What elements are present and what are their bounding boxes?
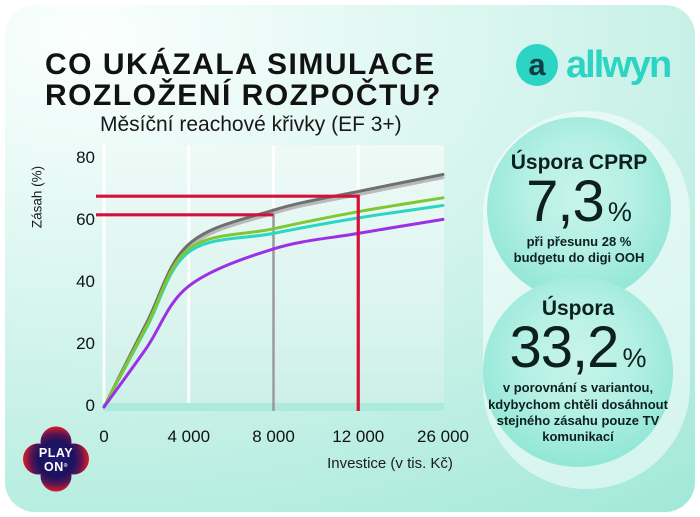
allwyn-icon-letter: a: [528, 46, 546, 82]
allwyn-wordmark: allwyn: [566, 44, 672, 86]
x-tick-label: 26 000: [417, 427, 469, 446]
y-tick-label: 40: [76, 272, 95, 291]
y-axis-label: Zásah (%): [29, 165, 45, 229]
reach-chart-plot: [96, 145, 445, 411]
quatrefoil-shape: [23, 426, 89, 492]
play-on-logo: PLAY ON®: [23, 426, 89, 492]
percent-sign: %: [622, 343, 647, 374]
x-axis-label: Investice (v tis. Kč): [327, 455, 453, 472]
y-tick-label: 0: [85, 396, 95, 415]
reach-curve-green: [102, 196, 445, 409]
chart-title: Měsíční reachové křivky (EF 3+): [100, 113, 402, 136]
badge-note: v porovnání s variantou, kdybychom chtěl…: [488, 380, 668, 445]
percent-sign: %: [607, 196, 632, 227]
slide-title: CO UKÁZALA SIMULACE ROZLOŽENÍ ROZPOČTU?: [45, 49, 442, 111]
badge-heading: Úspora CPRP: [510, 150, 648, 174]
x-tick-label: 12 000: [332, 427, 385, 446]
badge-heading: Úspora: [541, 297, 615, 321]
reach-curve-purple: [102, 217, 445, 409]
x-tick-label: 8 000: [252, 427, 295, 446]
badge-number: 7,3 %: [526, 168, 632, 234]
slide-card: CO UKÁZALA SIMULACE ROZLOŽENÍ ROZPOČTU? …: [5, 5, 695, 512]
red-target-line-upper: [96, 194, 360, 411]
play-on-text-line1: PLAY: [39, 446, 73, 460]
x-tick-label: 4 000: [167, 427, 211, 446]
slide-title-line1: CO UKÁZALA SIMULACE: [45, 48, 436, 82]
y-tick-label: 80: [76, 148, 95, 167]
x-tick-label: 0: [99, 427, 109, 446]
badge-value: 7,3: [526, 168, 605, 234]
allwyn-icon: a: [516, 44, 558, 86]
badge-number: 33,2 %: [509, 315, 647, 381]
savings-badge-total: Úspora 33,2 % v porovnání s variantou, k…: [483, 277, 673, 467]
play-on-text-line2: ON®: [44, 460, 68, 474]
badge-note: při přesunu 28 % budgetu do digi OOH: [513, 233, 645, 265]
slide-title-line2: ROZLOŽENÍ ROZPOČTU?: [45, 79, 442, 113]
savings-badge-cprp: Úspora CPRP 7,3 % při přesunu 28 % budge…: [487, 117, 671, 301]
y-tick-label: 20: [76, 334, 95, 353]
y-tick-label: 60: [76, 210, 95, 229]
allwyn-logo: a allwyn: [516, 44, 672, 86]
badge-value: 33,2: [509, 315, 620, 381]
